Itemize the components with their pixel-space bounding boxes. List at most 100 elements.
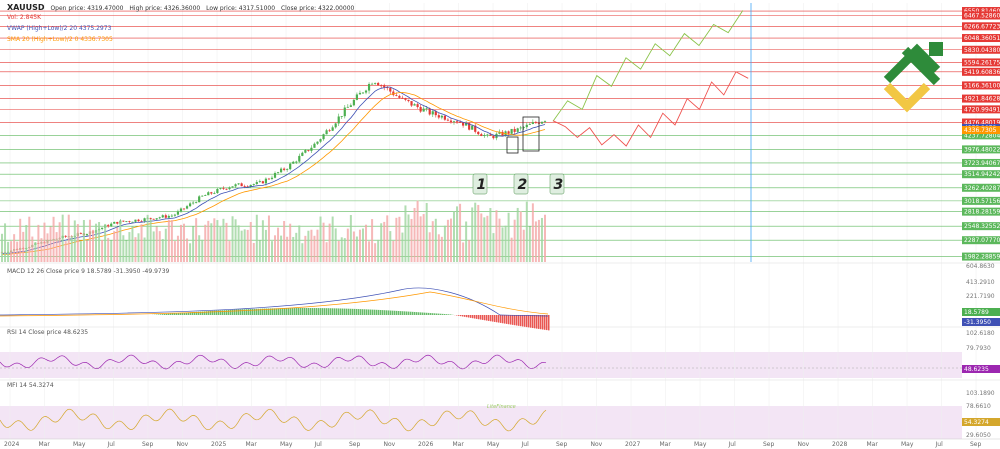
volume-bar — [358, 229, 361, 262]
macd-hist — [210, 310, 212, 315]
wave-label-box — [472, 173, 488, 195]
volume-bar — [128, 232, 131, 262]
mfi-tag — [962, 418, 1000, 426]
macd-hist — [540, 315, 542, 330]
candle-body — [367, 83, 371, 91]
candle-body — [210, 192, 213, 194]
candle-body — [355, 94, 359, 100]
macd-hist — [512, 315, 514, 325]
macd-hist — [266, 308, 268, 315]
volume-bar — [346, 228, 349, 262]
candle-body — [413, 104, 416, 106]
volume-bar — [489, 208, 492, 262]
volume-bar — [468, 240, 471, 262]
candle-body — [201, 195, 204, 197]
macd-hist — [484, 315, 486, 321]
volume-bar — [289, 223, 292, 262]
candle-body — [304, 150, 307, 153]
volume-bar — [504, 225, 507, 262]
level-label: 1982.28859 — [964, 254, 1000, 261]
candle-body — [116, 221, 119, 224]
candle-body — [152, 218, 155, 220]
macd-hist — [212, 310, 214, 315]
candle-body — [543, 121, 547, 122]
macd-hist — [304, 308, 306, 315]
candle-body — [258, 181, 261, 183]
candle-body — [522, 127, 525, 128]
candle-body — [465, 122, 468, 126]
x-tick-label: Jul — [728, 441, 737, 448]
close-price: Close price: 4322.00000 — [280, 5, 355, 12]
volume-bar — [534, 221, 537, 262]
volume-bar — [507, 212, 510, 262]
macd-hist — [398, 310, 400, 315]
volume-bar — [440, 236, 443, 262]
volume-bar — [510, 237, 513, 262]
mfi-axis-label: 29.6050 — [966, 432, 991, 439]
macd-hist — [490, 315, 492, 322]
candle-body — [161, 215, 164, 218]
brand-logo — [883, 42, 943, 113]
volume-bar — [164, 228, 167, 262]
macd-hist — [248, 309, 250, 315]
candle-body — [337, 116, 340, 124]
macd-hist — [524, 315, 526, 327]
macd-hist — [312, 308, 314, 315]
candle-body — [364, 90, 368, 93]
candle-body — [383, 85, 386, 88]
macd-hist — [538, 315, 540, 329]
candle-body — [398, 95, 401, 98]
volume-bar — [280, 235, 283, 262]
volume-bar — [98, 222, 101, 262]
macd-hist — [462, 315, 464, 317]
macd-hist — [292, 308, 294, 315]
volume-bar — [365, 224, 368, 262]
candle-body — [395, 95, 398, 96]
macd-hist — [166, 313, 168, 315]
macd-hist — [430, 313, 432, 315]
volume-bar — [310, 229, 313, 262]
volume-bar — [22, 231, 25, 262]
x-tick-label: Mar — [453, 441, 465, 448]
volume-bar — [428, 232, 431, 262]
volume-bar — [352, 231, 355, 262]
volume-bar — [459, 203, 462, 262]
macd-hist — [416, 312, 418, 315]
volume-bar — [183, 223, 186, 262]
macd-hist — [470, 315, 472, 318]
macd-hist — [544, 315, 546, 330]
green-projection — [552, 10, 744, 122]
level-label: 2818.28159 — [964, 209, 1000, 216]
macd-hist — [242, 309, 244, 315]
level-tag — [962, 131, 1000, 140]
volume-bar — [134, 237, 137, 262]
volume-bar — [161, 238, 164, 262]
macd-hist — [298, 308, 300, 315]
macd-hist — [286, 308, 288, 315]
volume-bar — [25, 225, 28, 262]
macd-hist — [200, 311, 202, 315]
macd-hist — [218, 310, 220, 315]
macd-hist — [348, 308, 350, 315]
candle-body — [507, 131, 510, 134]
x-tick-label: 2028 — [832, 441, 847, 448]
candle-body — [446, 119, 450, 121]
candle-body — [131, 221, 134, 223]
wave-label: 1 — [477, 177, 487, 193]
volume-bar — [386, 215, 389, 262]
x-tick-label: 2024 — [4, 441, 19, 448]
candle-body — [510, 128, 513, 134]
macd-line — [0, 287, 549, 317]
candle-body — [249, 184, 252, 187]
volume-bar — [501, 227, 504, 262]
candle-body — [243, 186, 246, 187]
level-tag — [962, 196, 1000, 205]
candle-body — [204, 195, 207, 196]
volume-bar — [325, 242, 328, 262]
volume-bar — [498, 218, 501, 262]
volume-bar — [49, 226, 52, 262]
volume-bar — [201, 239, 204, 262]
volume-bar — [92, 229, 95, 262]
macd-hist — [436, 313, 438, 315]
